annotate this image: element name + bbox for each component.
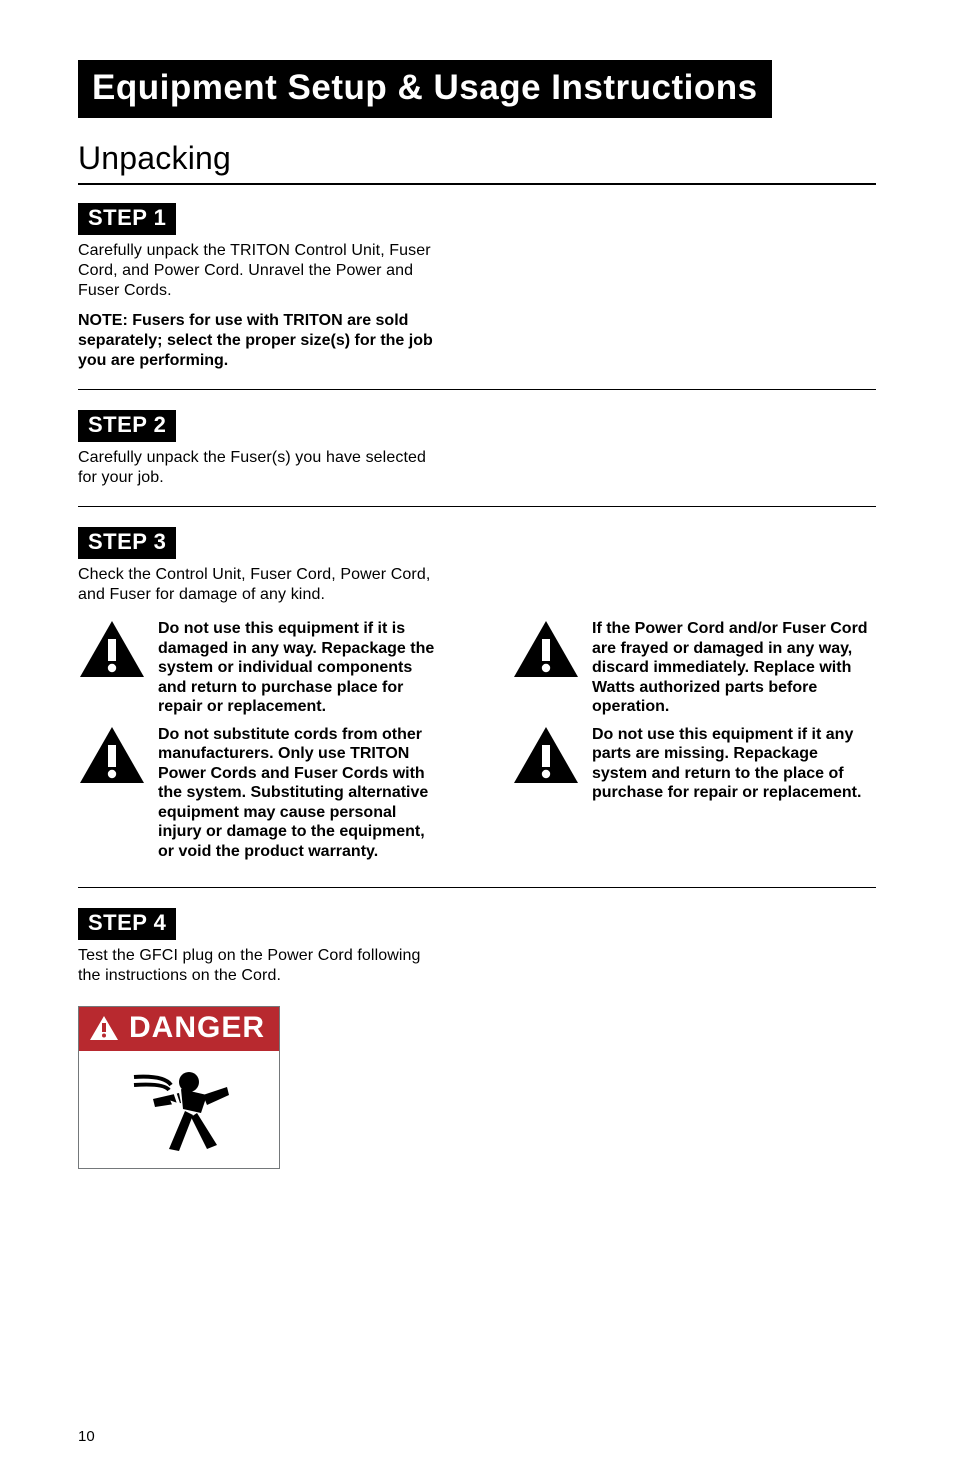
warning-row: If the Power Cord and/or Fuser Cord are …: [512, 619, 876, 717]
warning-triangle-icon: [512, 725, 580, 785]
warning-col-right: If the Power Cord and/or Fuser Cord are …: [512, 619, 876, 869]
step-1-note: NOTE: Fusers for use with TRITON are sol…: [78, 311, 443, 371]
warning-columns: Do not use this equipment if it is damag…: [78, 619, 876, 869]
danger-bar: DANGER: [79, 1007, 279, 1051]
main-banner: Equipment Setup & Usage Instructions: [78, 60, 772, 118]
page-number: 10: [78, 1428, 95, 1445]
step-4-label: STEP 4: [78, 908, 176, 940]
warning-triangle-icon: [78, 619, 146, 679]
warning-triangle-icon: [512, 619, 580, 679]
step-3-label: STEP 3: [78, 527, 176, 559]
warning-text: Do not use this equipment if it any part…: [592, 725, 876, 803]
danger-content: [79, 1051, 279, 1168]
step-3-body: Check the Control Unit, Fuser Cord, Powe…: [78, 565, 438, 605]
section-title: Unpacking: [78, 140, 876, 177]
step-2-body: Carefully unpack the Fuser(s) you have s…: [78, 448, 438, 488]
warning-text: If the Power Cord and/or Fuser Cord are …: [592, 619, 876, 717]
danger-box: DANGER: [78, 1006, 280, 1169]
warning-triangle-icon: [78, 725, 146, 785]
warning-col-left: Do not use this equipment if it is damag…: [78, 619, 442, 869]
shock-hazard-icon: [79, 1057, 279, 1157]
divider-1: [78, 389, 876, 390]
warning-row: Do not use this equipment if it any part…: [512, 725, 876, 803]
divider-3: [78, 887, 876, 888]
step-2-label: STEP 2: [78, 410, 176, 442]
warning-text: Do not use this equipment if it is damag…: [158, 619, 442, 717]
warning-row: Do not use this equipment if it is damag…: [78, 619, 442, 717]
danger-triangle-icon: [89, 1015, 119, 1041]
warning-text: Do not substitute cords from other manuf…: [158, 725, 442, 862]
divider-2: [78, 506, 876, 507]
step-1-label: STEP 1: [78, 203, 176, 235]
danger-label: DANGER: [129, 1011, 265, 1045]
title-rule: [78, 183, 876, 185]
step-1-body: Carefully unpack the TRITON Control Unit…: [78, 241, 438, 301]
warning-row: Do not substitute cords from other manuf…: [78, 725, 442, 862]
step-4-body: Test the GFCI plug on the Power Cord fol…: [78, 946, 438, 986]
